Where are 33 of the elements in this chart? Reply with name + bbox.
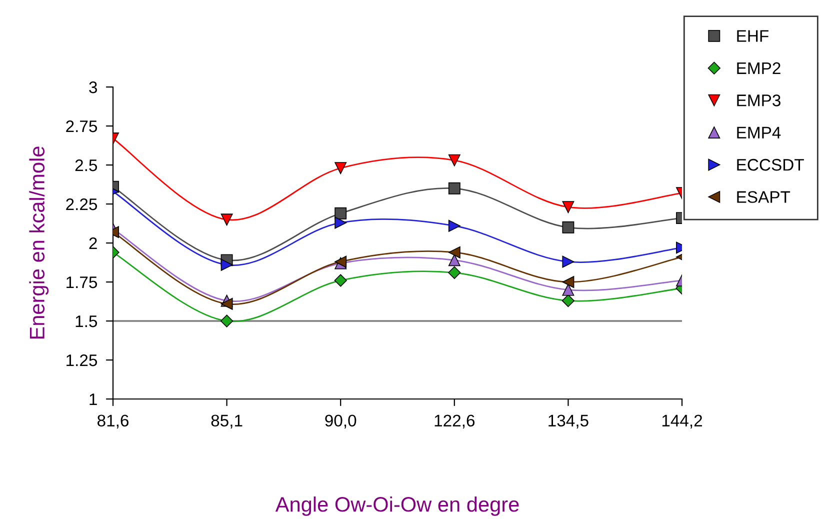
legend-label: ECCSDT bbox=[737, 158, 804, 171]
point bbox=[448, 266, 461, 279]
x-tick-label: 134,5 bbox=[548, 414, 588, 428]
y-tick-label: 3 bbox=[89, 81, 97, 94]
y-tick-label: 2.25 bbox=[66, 198, 98, 210]
y-tick-label: 2.75 bbox=[66, 120, 98, 132]
point bbox=[448, 254, 460, 266]
legend-label: EMP2 bbox=[737, 62, 780, 74]
y-tick-label: 1 bbox=[90, 394, 97, 406]
x-tick-label: 144,2 bbox=[662, 414, 702, 428]
legend-label: EHF bbox=[737, 30, 768, 42]
point bbox=[334, 207, 347, 220]
y-tick-label: 2 bbox=[89, 237, 97, 250]
x-tick-label: 122,6 bbox=[434, 414, 475, 428]
y-tick-label: 1.75 bbox=[66, 276, 98, 288]
point bbox=[448, 182, 460, 194]
y-axis-title: Energie en kcal/mole bbox=[29, 146, 49, 339]
point bbox=[448, 154, 460, 166]
x-tick-label: 85,1 bbox=[211, 414, 242, 428]
y-tick-label: 1.5 bbox=[76, 316, 98, 328]
point bbox=[448, 220, 460, 232]
legend-label: ESAPT bbox=[737, 191, 790, 203]
point bbox=[334, 274, 347, 287]
point bbox=[334, 216, 347, 229]
y-tick-label: 2.5 bbox=[75, 159, 98, 172]
point bbox=[334, 162, 347, 174]
legend-label: EMP4 bbox=[737, 126, 781, 138]
x-axis-title: Angle Ow-Oi-Ow en degre bbox=[275, 496, 519, 516]
x-tick-label: 81,6 bbox=[98, 414, 128, 428]
point bbox=[448, 246, 460, 258]
y-tick-label: 1.25 bbox=[66, 354, 98, 366]
legend-label: EMP3 bbox=[737, 94, 780, 106]
x-tick-label: 90,0 bbox=[325, 414, 356, 428]
